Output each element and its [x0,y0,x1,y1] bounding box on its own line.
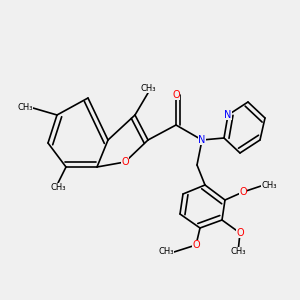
Text: N: N [224,110,232,120]
Text: O: O [239,187,247,197]
Text: CH₃: CH₃ [50,183,66,192]
Text: CH₃: CH₃ [261,182,277,190]
Text: CH₃: CH₃ [140,84,156,93]
Text: O: O [121,157,129,167]
Text: O: O [236,228,244,238]
Text: O: O [192,240,200,250]
Text: O: O [172,90,180,100]
Text: CH₃: CH₃ [158,248,174,256]
Text: N: N [198,135,206,145]
Text: CH₃: CH₃ [17,103,33,112]
Text: CH₃: CH₃ [230,248,246,256]
